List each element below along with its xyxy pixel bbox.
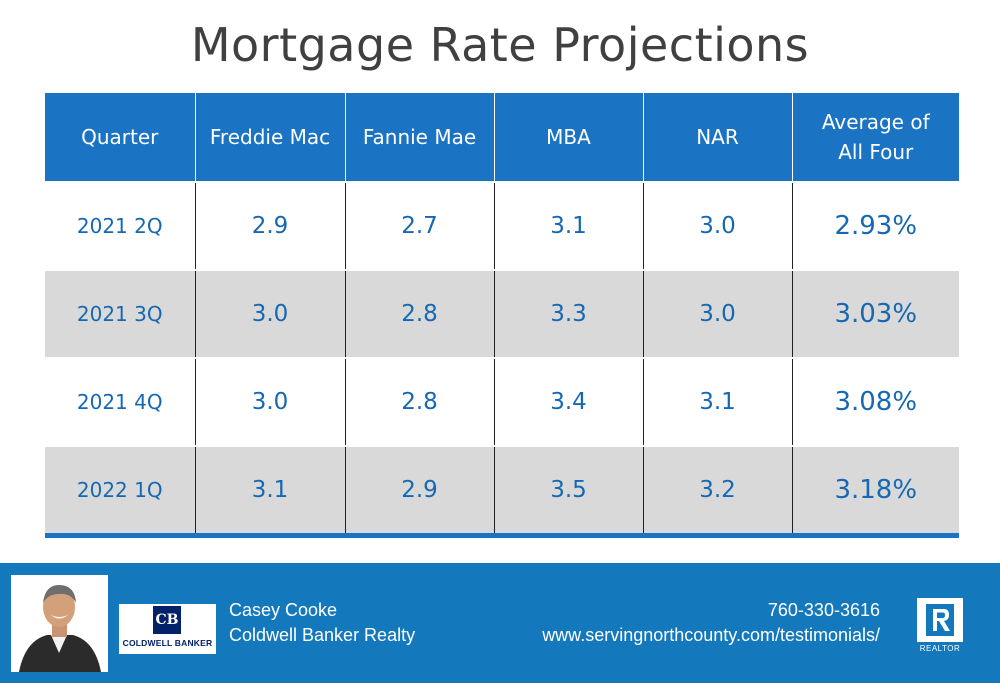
freddie-mac-cell: 3.1 [195, 445, 346, 538]
average-cell: 3.03% [792, 269, 959, 358]
header-average: Average of All Four [792, 93, 959, 182]
agent-website-link[interactable]: www.servingnorthcounty.com/testimonials/ [542, 625, 880, 645]
nar-cell: 3.0 [643, 181, 793, 270]
realtor-label: REALTOR [919, 644, 961, 653]
nar-cell: 3.1 [643, 357, 793, 446]
realtor-logo: REALTOR [915, 598, 965, 658]
nar-cell: 3.2 [643, 445, 793, 538]
mba-cell: 3.4 [494, 357, 644, 446]
rate-projections-table: Quarter Freddie Mac Fannie Mae MBA NAR A… [45, 93, 959, 538]
agent-name: Casey Cooke [229, 600, 338, 620]
quarter-cell: 2021 2Q [45, 181, 196, 270]
mba-cell: 3.3 [494, 269, 644, 358]
table-row: 2021 3Q 3.0 2.8 3.3 3.0 3.03% [45, 269, 959, 358]
average-cell: 3.08% [792, 357, 959, 446]
page-title: Mortgage Rate Projections [190, 18, 810, 72]
header-fannie-mae: Fannie Mae [345, 93, 495, 182]
agent-company: Coldwell Banker Realty [229, 625, 416, 645]
table-header-row: Quarter Freddie Mac Fannie Mae MBA NAR A… [45, 93, 959, 182]
header-mba: MBA [494, 93, 644, 182]
average-cell: 2.93% [792, 181, 959, 270]
table-row: 2021 4Q 3.0 2.8 3.4 3.1 3.08% [45, 357, 959, 446]
realtor-r-icon [917, 598, 963, 642]
cb-mark-icon: CB [153, 606, 181, 634]
quarter-cell: 2022 1Q [45, 445, 196, 538]
table-row: 2021 2Q 2.9 2.7 3.1 3.0 2.93% [45, 181, 959, 270]
agent-photo [11, 575, 108, 672]
nar-cell: 3.0 [643, 269, 793, 358]
mba-cell: 3.5 [494, 445, 644, 538]
cb-logo-text: COLDWELL BANKER [122, 638, 213, 648]
header-nar: NAR [643, 93, 793, 182]
fannie-mae-cell: 2.8 [345, 269, 495, 358]
coldwell-banker-logo: CB COLDWELL BANKER [119, 604, 216, 654]
fannie-mae-cell: 2.7 [345, 181, 495, 270]
header-quarter: Quarter [45, 93, 196, 182]
agent-phone[interactable]: 760-330-3616 [767, 600, 880, 620]
average-cell: 3.18% [792, 445, 959, 538]
fannie-mae-cell: 2.9 [345, 445, 495, 538]
table-row: 2022 1Q 3.1 2.9 3.5 3.2 3.18% [45, 445, 959, 538]
freddie-mac-cell: 2.9 [195, 181, 346, 270]
header-freddie-mac: Freddie Mac [195, 93, 346, 182]
freddie-mac-cell: 3.0 [195, 269, 346, 358]
fannie-mae-cell: 2.8 [345, 357, 495, 446]
mba-cell: 3.1 [494, 181, 644, 270]
agent-footer: CB COLDWELL BANKER Casey Cooke Coldwell … [0, 563, 1000, 683]
quarter-cell: 2021 4Q [45, 357, 196, 446]
freddie-mac-cell: 3.0 [195, 357, 346, 446]
quarter-cell: 2021 3Q [45, 269, 196, 358]
